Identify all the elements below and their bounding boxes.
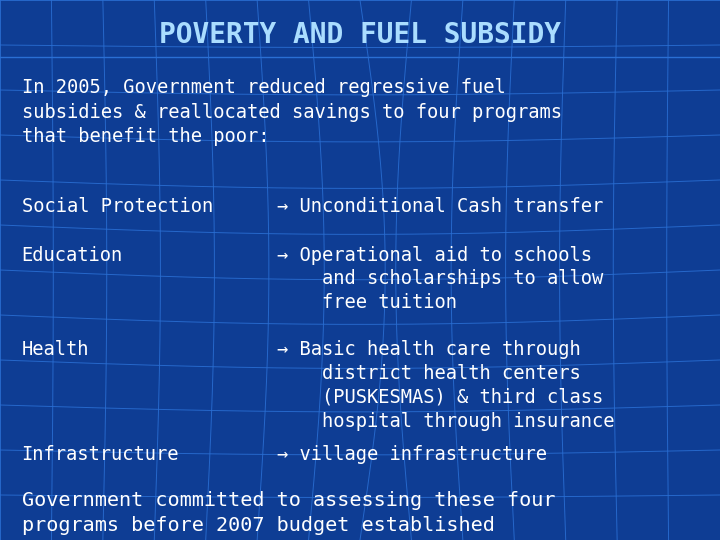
Text: Social Protection: Social Protection xyxy=(22,197,213,216)
Text: Education: Education xyxy=(22,246,123,265)
Text: In 2005, Government reduced regressive fuel
subsidies & reallocated savings to f: In 2005, Government reduced regressive f… xyxy=(22,78,562,146)
Text: Infrastructure: Infrastructure xyxy=(22,446,179,464)
Text: Government committed to assessing these four
programs before 2007 budget establi: Government committed to assessing these … xyxy=(22,491,555,535)
Text: → village infrastructure: → village infrastructure xyxy=(277,446,547,464)
Text: Health: Health xyxy=(22,340,89,359)
Text: POVERTY AND FUEL SUBSIDY: POVERTY AND FUEL SUBSIDY xyxy=(159,21,561,49)
Text: → Operational aid to schools
    and scholarships to allow
    free tuition: → Operational aid to schools and scholar… xyxy=(277,246,603,312)
Text: → Unconditional Cash transfer: → Unconditional Cash transfer xyxy=(277,197,603,216)
Text: → Basic health care through
    district health centers
    (PUSKESMAS) & third : → Basic health care through district hea… xyxy=(277,340,615,430)
